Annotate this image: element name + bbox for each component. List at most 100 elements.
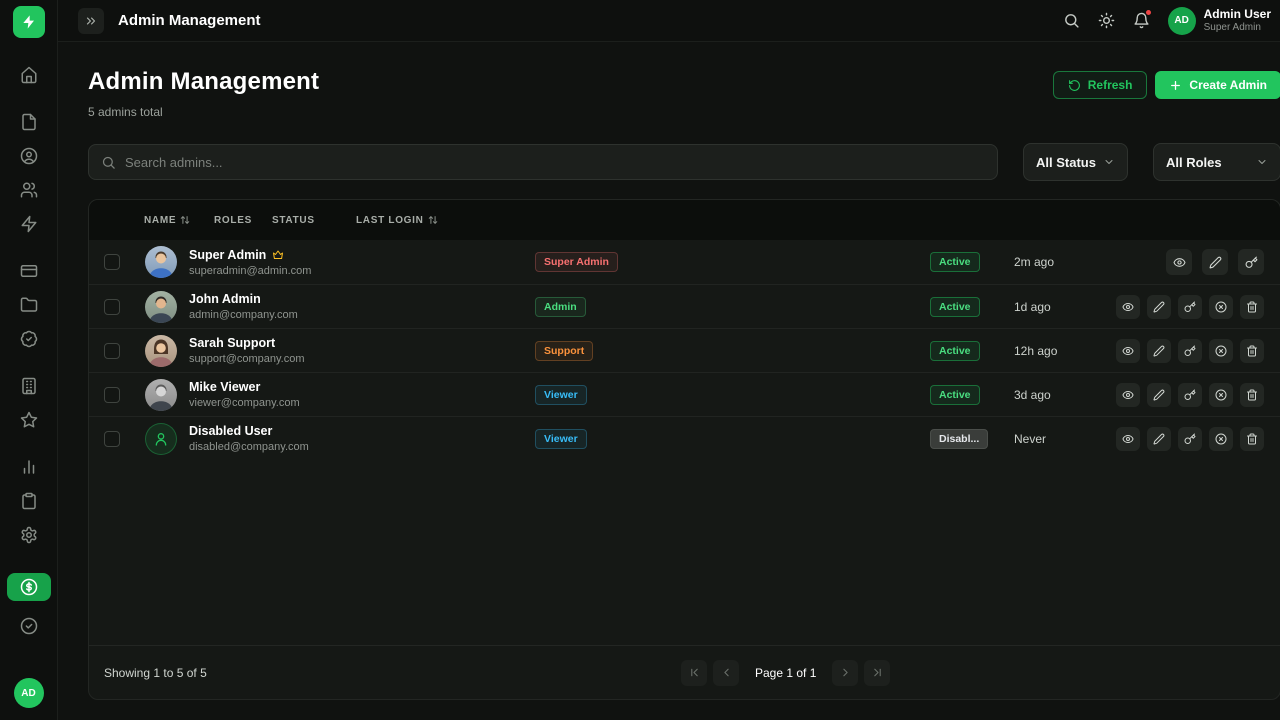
activate-button[interactable] [1209,426,1233,451]
reset-password-button[interactable] [1178,382,1202,407]
admin-email: disabled@company.com [189,441,309,453]
view-button[interactable] [1166,249,1192,275]
sidebar-item-billing[interactable] [20,262,38,280]
sun-icon [1098,12,1115,29]
view-button[interactable] [1116,382,1140,407]
sidebar-item-reports[interactable] [20,492,38,510]
sidebar-item-verification[interactable] [20,330,38,348]
row-checkbox[interactable] [104,430,120,447]
column-header-last-login[interactable]: LAST LOGIN [356,215,438,226]
sidebar-expand-button[interactable] [78,7,104,34]
pencil-icon [1153,345,1165,357]
last-page-button[interactable] [864,659,891,686]
sidebar-item-users[interactable] [20,181,38,199]
key-icon [1184,433,1196,445]
delete-button[interactable] [1240,338,1264,363]
sidebar-item-payments-active[interactable] [6,573,51,601]
row-checkbox[interactable] [104,254,120,270]
deactivate-button[interactable] [1209,338,1233,363]
search-button[interactable] [1063,12,1080,29]
delete-button[interactable] [1240,382,1264,407]
column-header-name[interactable]: NAME [144,215,214,226]
row-checkbox[interactable] [104,298,120,315]
reset-password-button[interactable] [1178,426,1202,451]
sidebar-item-documents[interactable] [20,113,38,131]
status-badge: Active [930,384,980,405]
status-badge: Disabl... [930,428,989,449]
next-page-button[interactable] [832,659,859,686]
previous-page-button[interactable] [713,659,739,686]
admin-name: Super Admin [189,247,267,262]
status-badge: Active [930,252,980,272]
eye-icon [1173,256,1186,269]
refresh-button[interactable]: Refresh [1052,71,1148,99]
topbar: Admin Management AD Admin User Super Adm… [58,0,1280,42]
row-checkbox[interactable] [104,386,120,403]
deactivate-button[interactable] [1209,294,1233,319]
pagination: Page 1 of 1 [681,659,891,686]
edit-button[interactable] [1147,426,1171,451]
sidebar-item-activity[interactable] [20,215,38,233]
gear-icon [20,526,38,544]
sidebar-item-analytics[interactable] [20,458,38,476]
sidebar-item-home[interactable] [20,66,38,84]
avatar [145,290,177,323]
reset-password-button[interactable] [1178,338,1202,363]
user-menu[interactable]: AD Admin User Super Admin [1167,6,1280,35]
view-button[interactable] [1116,294,1140,319]
admin-email: admin@company.com [189,309,298,321]
page-indicator: Page 1 of 1 [755,665,817,680]
last-login: 3d ago [1014,387,1051,402]
status-filter-select[interactable]: All Status [1023,143,1128,181]
create-admin-button[interactable]: Create Admin [1155,71,1280,99]
sidebar-user-avatar[interactable]: AD [13,678,44,708]
admin-name: Sarah Support [189,336,276,350]
sidebar-avatar-initials: AD [21,687,36,699]
edit-button[interactable] [1147,382,1171,407]
delete-button[interactable] [1240,294,1264,319]
sidebar-item-profile[interactable] [20,147,38,165]
table-row: Mike Viewer viewer@company.com Viewer Ac… [89,372,1280,416]
row-checkbox[interactable] [104,342,120,359]
chevron-right-icon [839,666,852,679]
app-logo[interactable] [12,6,45,38]
first-page-button[interactable] [681,659,707,686]
page-content: Admin Management 5 admins total Refresh … [58,42,1280,720]
search-admins-input[interactable] [125,154,985,170]
deactivate-button[interactable] [1209,382,1233,407]
sidebar-item-compliance[interactable] [20,617,38,635]
page-subtitle: 5 admins total [88,105,163,119]
roles-header-label: ROLES [214,214,252,226]
sidebar-item-organization[interactable] [20,377,38,395]
reset-password-button[interactable] [1238,249,1264,275]
sidebar-item-settings[interactable] [20,526,38,544]
chevron-last-icon [871,666,884,679]
search-admins-box [88,144,998,180]
user-circle-icon [20,147,38,165]
sidebar: AD [0,0,58,720]
notifications-button[interactable] [1133,9,1152,29]
search-icon [101,155,116,170]
reset-password-button[interactable] [1178,294,1202,319]
roles-filter-select[interactable]: All Roles [1153,143,1280,181]
admin-email: viewer@company.com [189,397,300,409]
view-button[interactable] [1116,338,1140,363]
theme-toggle-button[interactable] [1098,12,1115,29]
edit-button[interactable] [1202,249,1228,275]
view-button[interactable] [1116,426,1140,451]
eye-icon [1122,301,1134,313]
star-icon [20,411,38,429]
user-name: Admin User [1203,7,1271,22]
delete-button[interactable] [1240,426,1264,451]
role-badge: Viewer [535,428,587,449]
chevron-down-icon [1103,156,1115,168]
edit-button[interactable] [1147,294,1171,319]
building-icon [20,377,38,395]
sidebar-item-favorites[interactable] [20,411,38,429]
admin-email: support@company.com [189,353,305,365]
topbar-title: Admin Management [118,12,261,29]
refresh-icon [1068,79,1081,92]
edit-button[interactable] [1147,338,1171,363]
sidebar-item-folders[interactable] [20,296,38,314]
bolt-icon [21,14,37,30]
